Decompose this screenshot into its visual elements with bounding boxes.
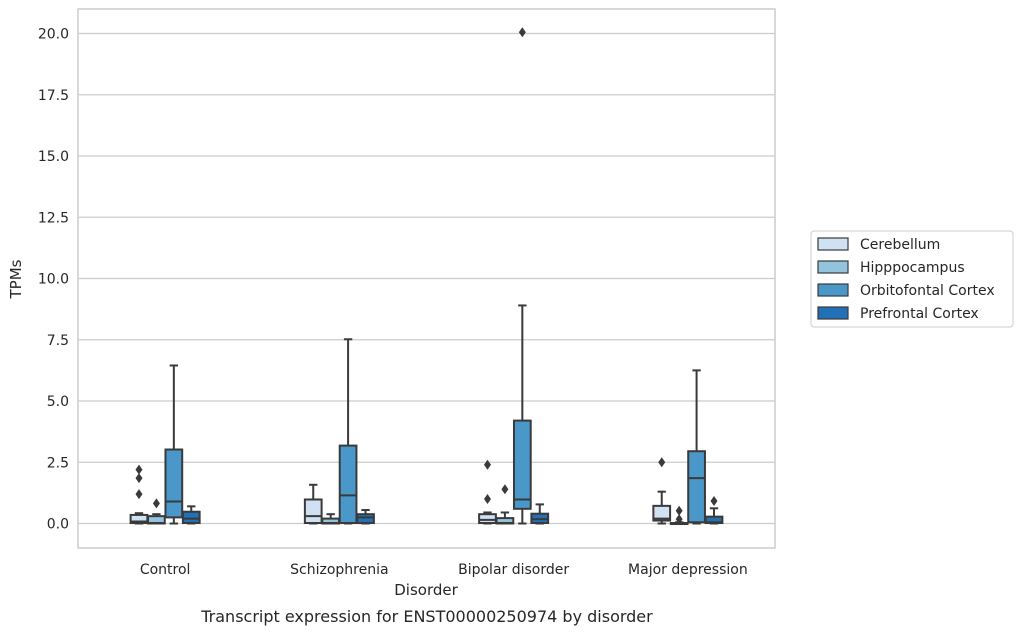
y-tick-label: 15.0: [38, 149, 69, 165]
box-cerebellum: [303, 483, 323, 525]
x-axis-label: Disorder: [394, 581, 458, 599]
box-orbitofontal-cortex: [164, 364, 184, 525]
outlier-point: [483, 494, 491, 504]
x-axis-ticks: Control Schizophrenia Bipolar disorder Majo…: [140, 562, 748, 578]
x-tick-label: Schizophrenia: [290, 562, 388, 578]
box-cerebellum: [129, 464, 149, 525]
outlier-point: [675, 514, 683, 525]
y-tick-label: 2.5: [47, 455, 69, 471]
legend-label: Hipppocampus: [860, 260, 965, 276]
box-prefrontal-cortex: [530, 503, 550, 525]
y-tick-label: 10.0: [38, 272, 69, 288]
legend-label: Prefrontal Cortex: [860, 306, 979, 322]
box-iqr: [687, 450, 706, 524]
box-prefrontal-cortex: [181, 505, 201, 525]
outlier-point: [501, 484, 509, 495]
legend-swatch: [817, 237, 849, 251]
box-hipppocampus: [669, 505, 689, 526]
box-iqr: [478, 513, 497, 525]
box-hipppocampus: [147, 498, 166, 525]
box-hipppocampus: [321, 513, 341, 525]
box-iqr: [338, 444, 358, 525]
outlier-point: [135, 473, 143, 484]
gridlines: [78, 32, 775, 525]
outlier-point: [483, 459, 491, 470]
chart-caption: Transcript expression for ENST0000025097…: [200, 607, 653, 626]
legend-swatch: [817, 283, 849, 297]
legend: Cerebellum Hipppocampus Orbitofontal Corte…: [810, 230, 1014, 328]
box-orbitofontal-cortex: [338, 338, 358, 525]
outlier-point: [658, 457, 666, 468]
plot-frame: [77, 8, 776, 549]
box-hipppocampus: [495, 484, 515, 525]
y-tick-label: 0.0: [47, 517, 69, 533]
outlier-point: [518, 27, 526, 38]
y-axis-ticks: 0.0 2.5 5.0 7.5 10.0 12.5 15.0 17.5 20.0: [38, 27, 69, 533]
box-orbitofontal-cortex: [512, 27, 532, 525]
legend-frame: [810, 230, 1014, 328]
y-tick-label: 12.5: [38, 210, 69, 226]
box-iqr: [164, 448, 184, 519]
box-plot-series: [129, 27, 724, 526]
legend-swatch: [817, 260, 849, 274]
outlier-point: [710, 495, 718, 506]
y-tick-label: 5.0: [47, 394, 69, 410]
outlier-point: [152, 498, 160, 509]
outlier-point: [675, 505, 683, 516]
box-iqr: [356, 513, 375, 525]
box-iqr: [181, 510, 201, 525]
outlier-point: [135, 489, 143, 500]
box-cerebellum: [478, 459, 497, 525]
x-tick-label: Control: [140, 562, 191, 578]
legend-label: Cerebellum: [860, 237, 940, 253]
box-prefrontal-cortex: [704, 495, 724, 525]
y-tick-label: 7.5: [47, 333, 69, 349]
legend-swatch: [817, 306, 849, 320]
y-tick-label: 20.0: [38, 27, 69, 43]
legend-label: Orbitofontal Cortex: [860, 283, 995, 299]
box-iqr: [303, 498, 323, 525]
box-iqr: [512, 419, 532, 510]
box-cerebellum: [652, 457, 672, 525]
x-tick-label: Bipolar disorder: [458, 562, 569, 578]
x-tick-label: Major depression: [628, 562, 748, 578]
box-orbitofontal-cortex: [687, 369, 706, 525]
y-axis-label: TPMs: [7, 259, 25, 299]
y-tick-label: 17.5: [38, 88, 69, 104]
outlier-point: [135, 464, 143, 475]
box-iqr: [652, 504, 672, 522]
box-prefrontal-cortex: [356, 509, 375, 525]
